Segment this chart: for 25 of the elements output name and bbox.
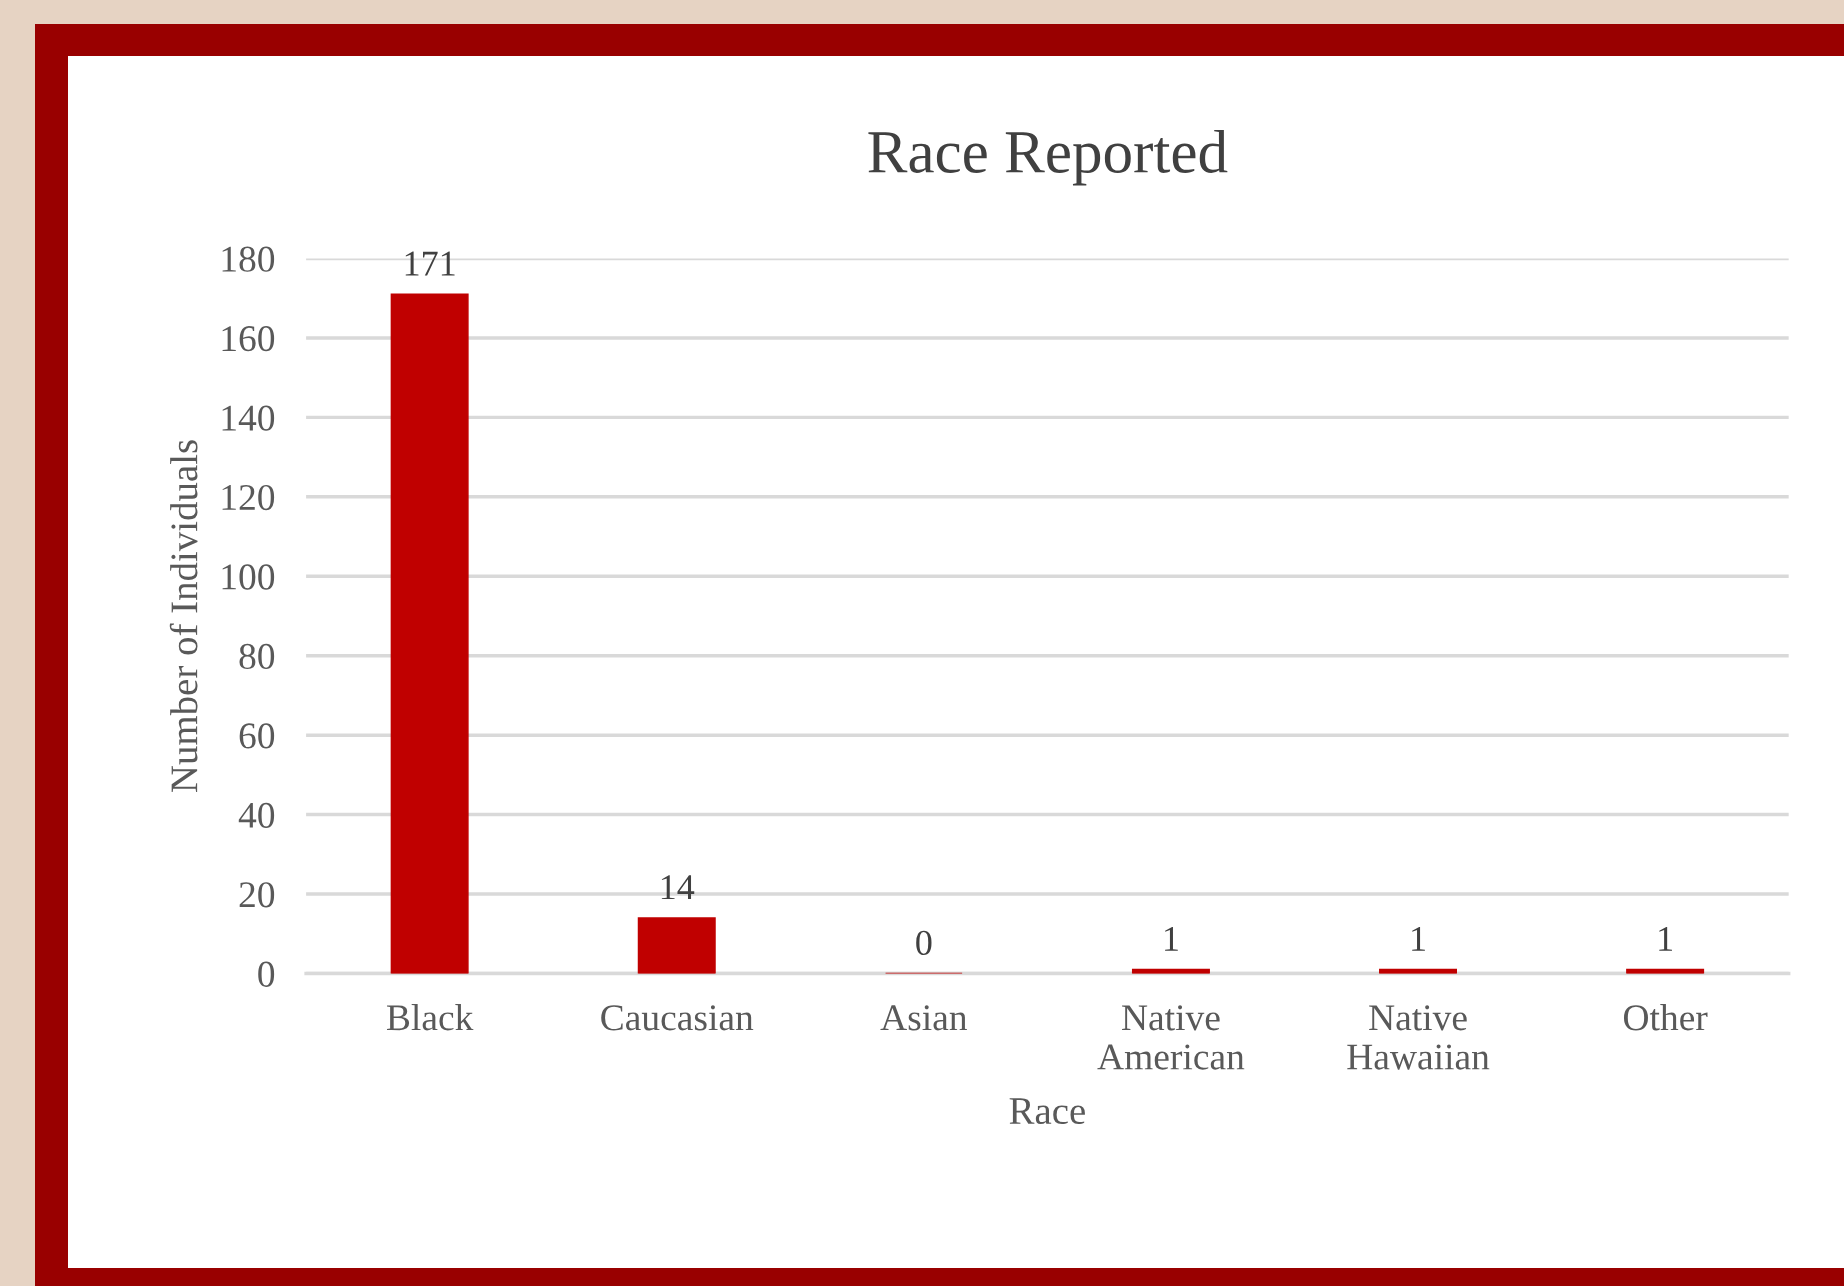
y-tick-label: 20 <box>239 882 275 908</box>
x-tick-label: Caucasian <box>601 1005 754 1031</box>
data-label: 171 <box>405 251 455 276</box>
y-tick-label: 100 <box>222 564 275 590</box>
data-label: 1 <box>1659 926 1672 951</box>
y-tick-label: 60 <box>239 723 275 749</box>
y-tick-label: 140 <box>222 405 275 431</box>
x-tick-label: Other <box>1623 1004 1708 1031</box>
y-tick-label: 0 <box>258 961 275 987</box>
data-label: 14 <box>661 875 695 900</box>
x-tick-label: Native Hawaiian <box>1347 1005 1490 1070</box>
y-tick-label: 180 <box>222 246 275 272</box>
x-axis-title: Race <box>1009 1098 1085 1125</box>
x-tick-label: Native American <box>1097 1005 1245 1070</box>
y-axis-title: Number of Individuals <box>169 440 198 792</box>
data-label: 1 <box>1165 926 1178 951</box>
x-tick-label: Black <box>386 1004 474 1031</box>
y-tick-label: 160 <box>222 326 275 352</box>
data-label: 0 <box>916 930 932 956</box>
y-tick-label: 40 <box>238 802 275 828</box>
y-tick-label: 80 <box>239 643 275 670</box>
y-tick-label: 120 <box>222 484 275 511</box>
data-label: 1 <box>1412 926 1425 951</box>
chart-title: Race Reported <box>868 129 1228 186</box>
x-tick-label: Asian <box>880 1005 968 1031</box>
